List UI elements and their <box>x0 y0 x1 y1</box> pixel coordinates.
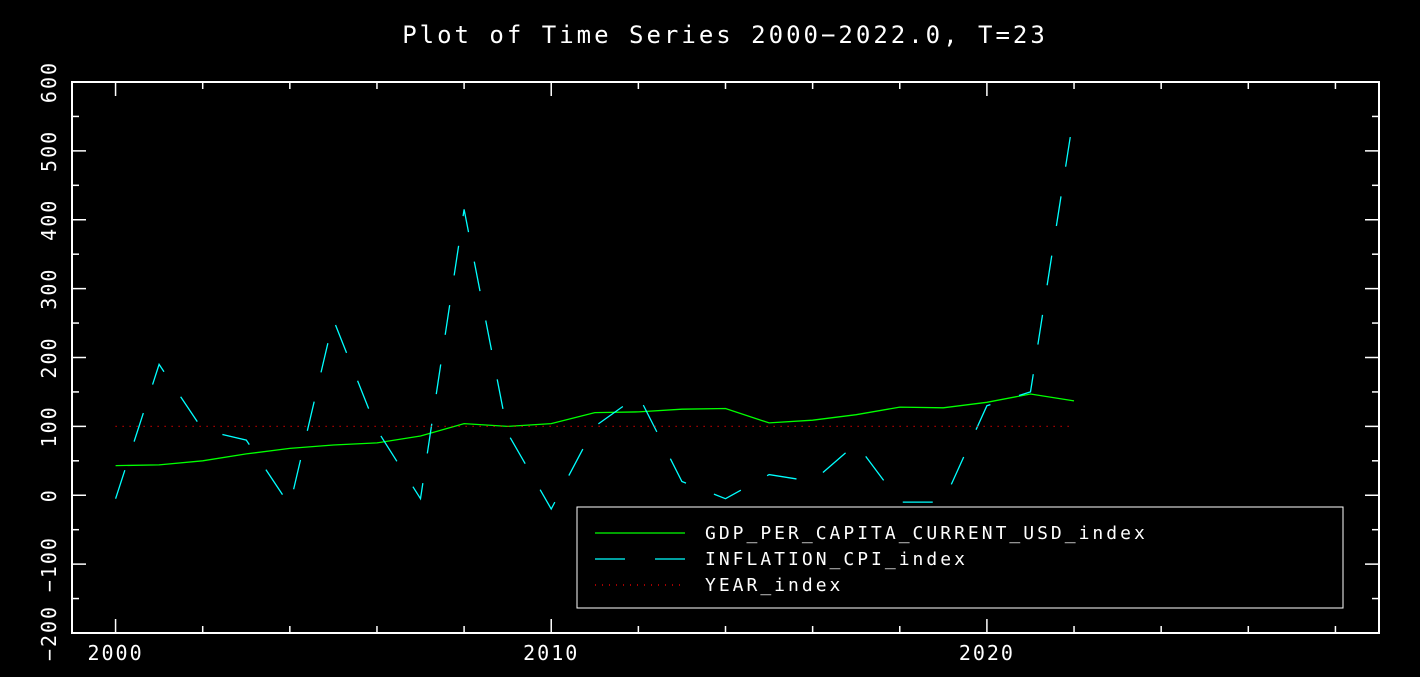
y-tick-label: −100 <box>37 536 61 592</box>
y-tick-label: −200 <box>37 605 61 661</box>
series-line-1 <box>114 112 1075 511</box>
y-tick-label: 500 <box>37 130 61 172</box>
x-tick-label: 2020 <box>959 641 1015 665</box>
legend-label-0: GDP_PER_CAPITA_CURRENT_USD_index <box>705 523 1148 544</box>
x-axis: 2000 2010 2020 <box>87 82 1337 665</box>
legend-box <box>576 506 1344 609</box>
x-tick-label: 2010 <box>523 641 579 665</box>
series-line-0 <box>115 393 1075 467</box>
y-tick-label: 600 <box>37 61 61 103</box>
legend-label-2: YEAR_index <box>705 575 843 596</box>
series-layer <box>114 112 1075 511</box>
y-tick-label: 100 <box>37 405 61 447</box>
legend: GDP_PER_CAPITA_CURRENT_USD_index INFLATIO… <box>576 506 1344 609</box>
y-tick-label: 400 <box>37 199 61 241</box>
y-tick-label: 0 <box>37 488 61 502</box>
y-tick-label: 200 <box>37 336 61 378</box>
chart-title: Plot of Time Series 2000−2022.0, T=23 <box>402 21 1048 49</box>
x-tick-label: 2000 <box>87 641 143 665</box>
y-tick-label: 300 <box>37 268 61 310</box>
y-axis: −200 −100 0 100 200 300 400 500 600 <box>37 61 1379 661</box>
legend-label-1: INFLATION_CPI_index <box>705 549 968 570</box>
